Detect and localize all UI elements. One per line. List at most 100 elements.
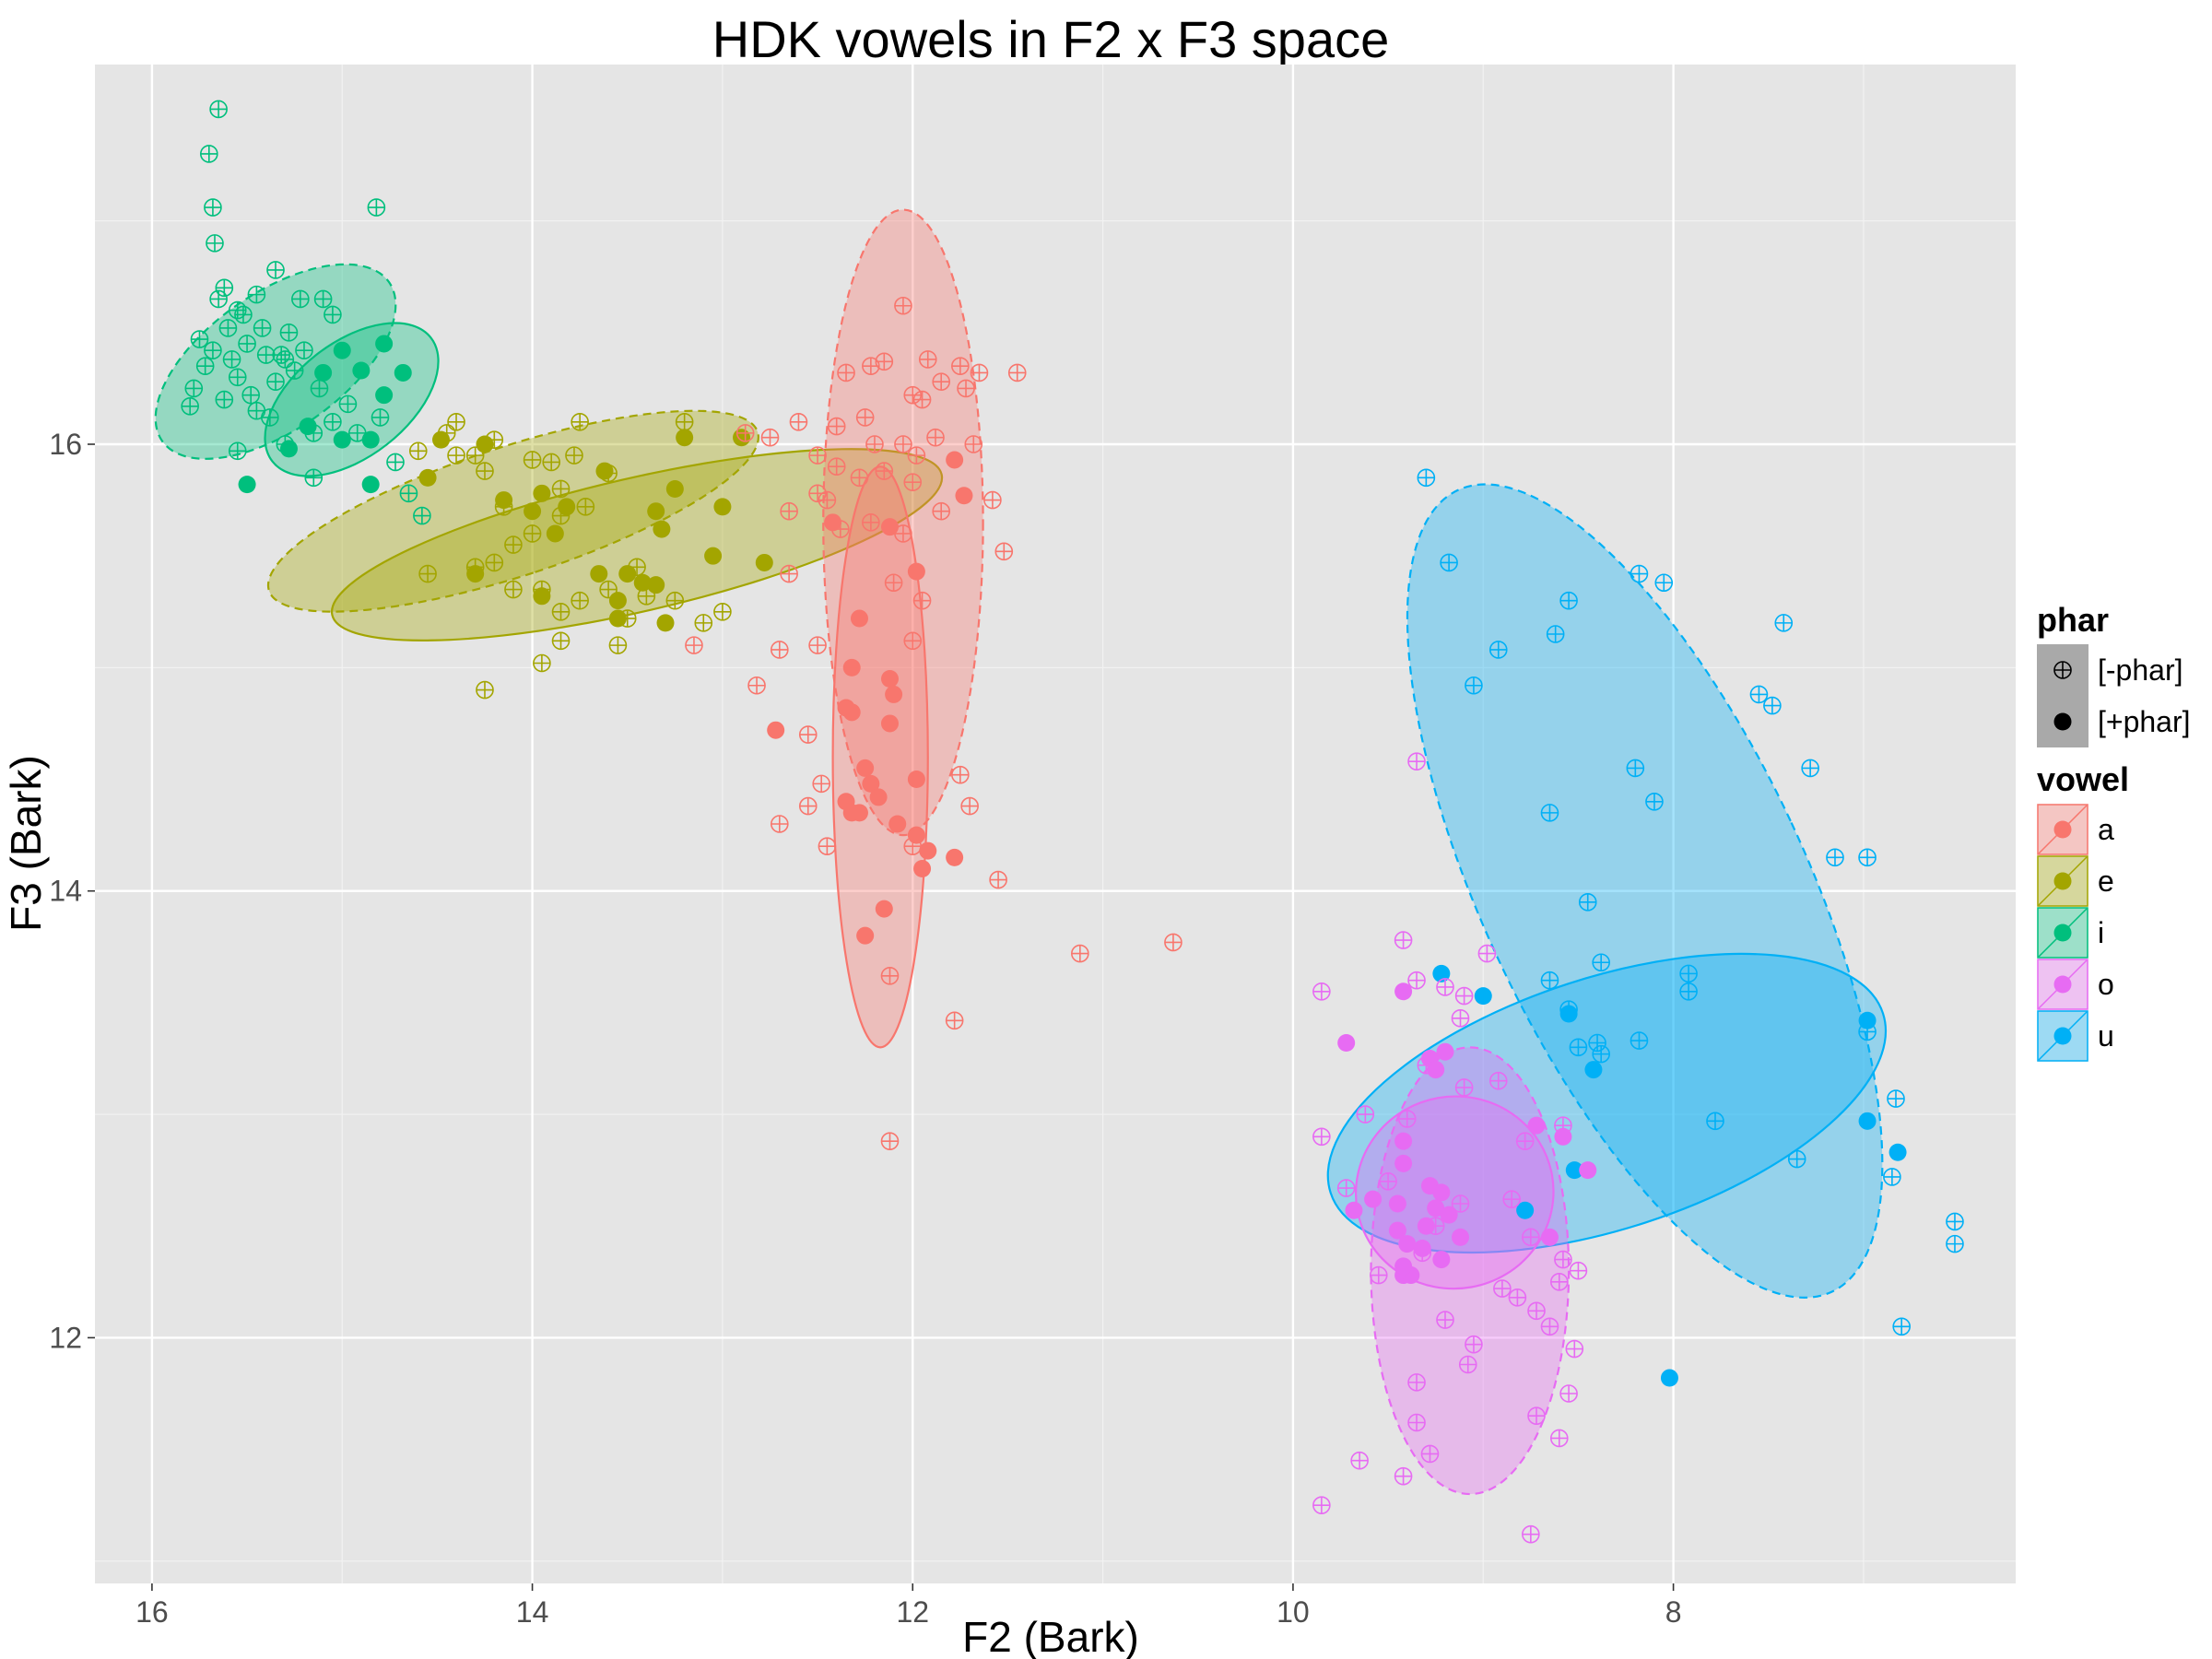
legend-vowel-title: vowel xyxy=(2037,760,2129,798)
data-point xyxy=(771,815,789,833)
data-point xyxy=(310,379,329,398)
data-point xyxy=(1458,1355,1477,1374)
data-point xyxy=(955,487,973,505)
data-point xyxy=(276,350,295,369)
data-point xyxy=(913,859,932,877)
legend-symbol xyxy=(2053,820,2072,839)
series-e-minus-phar xyxy=(408,412,732,700)
data-point xyxy=(1654,573,1674,593)
data-point xyxy=(218,319,238,337)
data-point xyxy=(1417,1217,1435,1235)
data-point xyxy=(884,573,903,593)
data-point xyxy=(1554,1250,1572,1269)
data-point xyxy=(291,289,310,309)
data-point xyxy=(1440,1206,1458,1224)
data-point xyxy=(1388,1221,1406,1240)
data-point xyxy=(200,145,218,163)
series-a-plus-phar xyxy=(767,451,973,945)
data-point xyxy=(862,513,880,532)
data-point xyxy=(338,394,358,414)
data-point xyxy=(1397,1110,1417,1128)
data-point xyxy=(266,261,285,279)
data-point xyxy=(850,468,869,488)
data-point xyxy=(447,412,465,431)
data-point xyxy=(932,372,950,391)
data-point xyxy=(932,501,950,521)
data-point xyxy=(1394,1257,1413,1276)
data-point xyxy=(418,564,437,583)
data-point xyxy=(1858,848,1877,867)
data-point xyxy=(1540,1228,1559,1246)
data-point xyxy=(926,428,945,447)
data-point xyxy=(1679,982,1698,1001)
data-point xyxy=(856,759,875,777)
data-point xyxy=(850,609,868,628)
data-point xyxy=(1946,1234,1964,1253)
data-point xyxy=(1565,1339,1584,1359)
data-point xyxy=(571,591,589,610)
data-point xyxy=(1417,468,1436,488)
data-point xyxy=(647,576,665,594)
x-tick-label: 12 xyxy=(896,1595,929,1629)
data-point xyxy=(1787,1149,1806,1169)
data-point xyxy=(880,714,899,733)
data-point xyxy=(1508,1288,1527,1307)
data-point xyxy=(633,573,652,592)
y-tick-label: 14 xyxy=(49,875,82,908)
data-point xyxy=(1801,759,1819,778)
ellipse-u-plus-phar xyxy=(1326,952,1888,1254)
data-point xyxy=(1379,1171,1397,1191)
data-point xyxy=(912,390,932,409)
data-point xyxy=(465,446,485,465)
ellipse-e-minus-phar xyxy=(266,409,759,613)
data-point xyxy=(1888,1143,1907,1161)
data-point xyxy=(228,368,247,387)
data-point xyxy=(888,815,907,833)
data-point xyxy=(1451,1194,1470,1213)
x-tick-label: 16 xyxy=(135,1595,169,1629)
data-point xyxy=(571,412,589,431)
data-point xyxy=(399,484,418,503)
ellipse-u-minus-phar xyxy=(1406,483,1884,1299)
data-point xyxy=(903,385,923,405)
data-point xyxy=(1432,964,1451,982)
data-point xyxy=(1522,1524,1540,1544)
data-point xyxy=(994,542,1014,561)
ellipse-i-plus-phar xyxy=(264,322,440,477)
data-point xyxy=(907,446,926,465)
data-point xyxy=(880,967,900,985)
data-point xyxy=(1413,1239,1431,1257)
data-point xyxy=(618,565,637,583)
data-point xyxy=(735,424,755,442)
data-point xyxy=(533,484,551,502)
data-point xyxy=(780,564,798,583)
data-point xyxy=(771,641,789,659)
data-point xyxy=(1427,1199,1445,1218)
data-point xyxy=(653,520,671,538)
data-point xyxy=(408,441,428,461)
data-point xyxy=(1164,933,1182,952)
data-point xyxy=(551,602,571,621)
data-point xyxy=(1350,1451,1369,1470)
data-point xyxy=(827,457,846,477)
data-point xyxy=(1515,1132,1535,1150)
data-point xyxy=(546,524,564,543)
data-point xyxy=(907,562,925,581)
data-point xyxy=(533,587,551,606)
data-point xyxy=(665,591,685,610)
data-point xyxy=(704,547,723,565)
data-point xyxy=(656,614,675,632)
x-tick-label: 14 xyxy=(516,1595,549,1629)
data-point xyxy=(907,771,925,789)
data-point xyxy=(685,636,703,654)
data-point xyxy=(1774,614,1794,632)
data-point xyxy=(1630,1031,1649,1050)
series-o-minus-phar xyxy=(1312,752,1588,1544)
data-point xyxy=(1465,676,1483,695)
data-point xyxy=(827,417,846,436)
data-point xyxy=(261,408,279,427)
data-point xyxy=(1749,685,1769,704)
data-point xyxy=(842,703,861,722)
legend-phar-title: phar xyxy=(2037,601,2109,639)
ellipse-e-plus-phar xyxy=(330,448,944,641)
